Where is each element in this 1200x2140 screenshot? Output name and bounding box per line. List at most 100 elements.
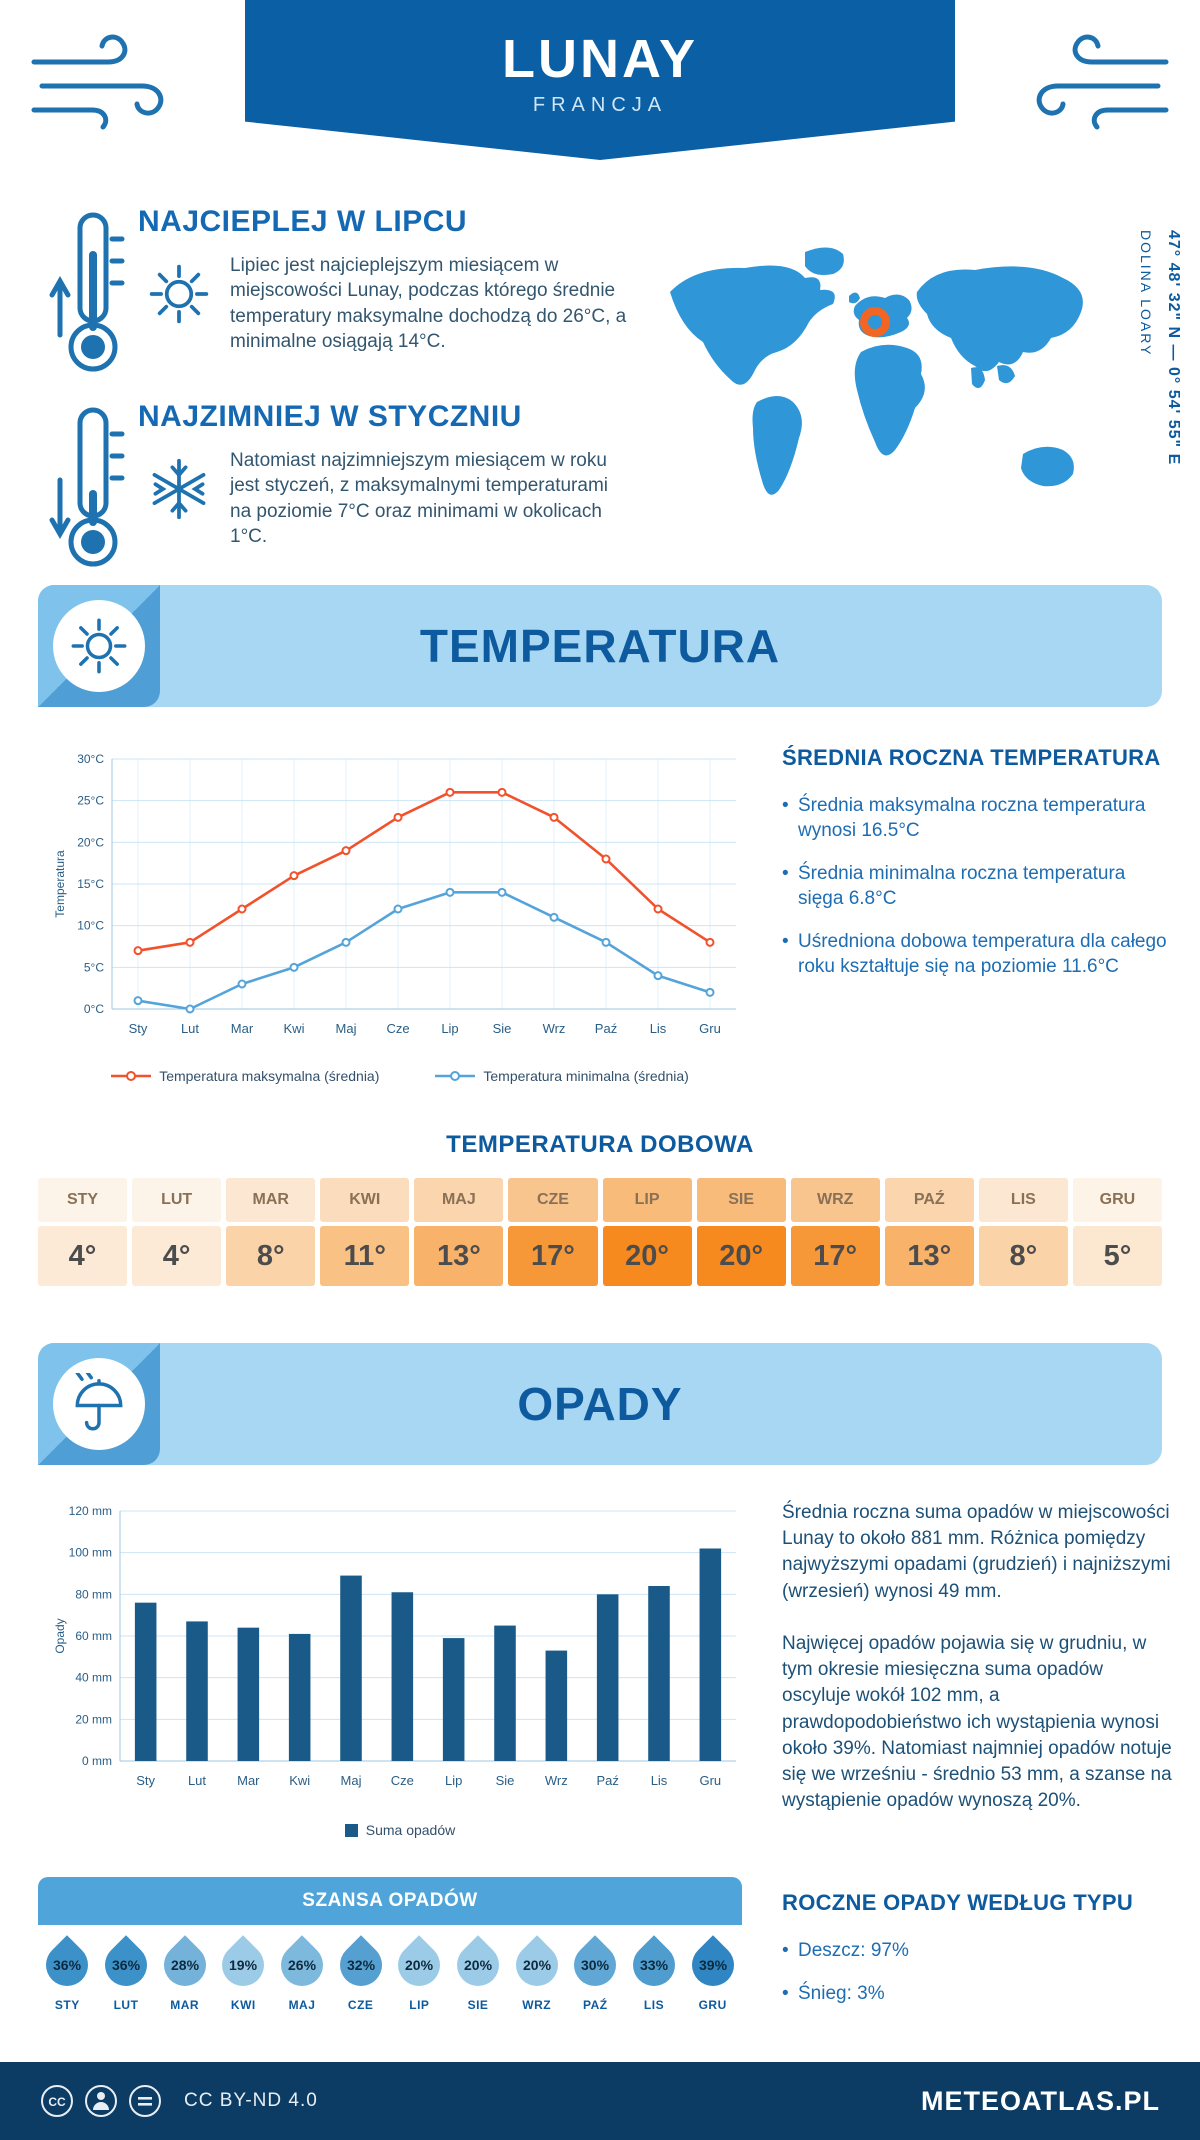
daily-temp-value: 8°: [978, 1226, 1068, 1286]
svg-text:Lip: Lip: [441, 1021, 458, 1036]
precip-paragraph-1: Średnia roczna suma opadów w miejscowośc…: [782, 1502, 1171, 1602]
daily-temp-value: 17°: [790, 1226, 880, 1286]
chance-drop-cell: 20% SIE: [448, 1935, 508, 2012]
chance-drop-cell: 19% KWI: [213, 1935, 274, 2012]
svg-text:30°C: 30°C: [77, 752, 104, 766]
chance-value: 36%: [53, 1957, 82, 1973]
sun-icon: [53, 600, 145, 692]
svg-text:20°C: 20°C: [77, 835, 104, 849]
chance-value: 20%: [463, 1957, 492, 1973]
daily-temp-column: GRU 5°: [1072, 1178, 1162, 1286]
daily-temp-column: LIS 8°: [978, 1178, 1068, 1286]
svg-text:Lip: Lip: [445, 1773, 462, 1788]
precipitation-summary: Średnia roczna suma opadów w miejscowośc…: [782, 1500, 1174, 1840]
water-drop-icon: 39%: [682, 1935, 743, 1995]
water-drop-icon: 30%: [565, 1935, 626, 1995]
chance-value: 19%: [229, 1957, 258, 1973]
chance-value: 33%: [639, 1957, 668, 1973]
water-drop-icon: 20%: [389, 1935, 450, 1995]
daily-temp-column: LUT 4°: [132, 1178, 222, 1286]
daily-temp-table: STY 4° LUT 4° MAR 8° KWI 11° MAJ 13° CZE 17° LIP 20° S…: [38, 1178, 1162, 1286]
legend-min-label: Temperatura minimalna (średnia): [483, 1068, 689, 1084]
wind-icon: [1018, 22, 1178, 137]
daily-temp-value: 11°: [320, 1226, 410, 1286]
header-banner: LUNAY FRANCJA: [245, 0, 955, 160]
svg-text:Lis: Lis: [651, 1773, 668, 1788]
water-drop-icon: 36%: [37, 1935, 98, 1995]
daily-temp-value: 17°: [508, 1226, 598, 1286]
svg-text:Paź: Paź: [595, 1021, 617, 1036]
water-drop-icon: 33%: [624, 1935, 684, 1995]
svg-text:60 mm: 60 mm: [75, 1629, 112, 1643]
precip-type-summary: ROCZNE OPADY WEDŁUG TYPU Deszcz: 97% Śni…: [782, 1890, 1174, 2024]
svg-text:25°C: 25°C: [77, 794, 104, 808]
svg-text:Cze: Cze: [386, 1021, 409, 1036]
snowflake-icon: [146, 456, 212, 522]
svg-text:5°C: 5°C: [84, 960, 104, 974]
thermometer-warm-icon: [48, 207, 128, 385]
chance-value: 20%: [522, 1957, 551, 1973]
chance-month-label: PAŹ: [583, 1998, 608, 2012]
chance-value: 20%: [405, 1957, 434, 1973]
chance-month-label: LIP: [409, 1998, 430, 2012]
precipitation-chart-legend: Suma opadów: [50, 1822, 750, 1838]
svg-text:Wrz: Wrz: [543, 1021, 566, 1036]
svg-text:120 mm: 120 mm: [69, 1504, 112, 1518]
svg-text:100 mm: 100 mm: [69, 1546, 112, 1560]
svg-text:Maj: Maj: [336, 1021, 357, 1036]
daily-temp-column: STY 4°: [38, 1178, 128, 1286]
umbrella-icon: [53, 1358, 145, 1450]
svg-text:0 mm: 0 mm: [82, 1754, 112, 1768]
daily-temperature-title: TEMPERATURA DOBOWA: [446, 1131, 754, 1158]
coldest-heading: NAJZIMNIEJ W STYCZNIU: [138, 400, 522, 433]
svg-text:Lis: Lis: [650, 1021, 667, 1036]
legend-item-min: Temperatura minimalna (średnia): [435, 1068, 689, 1084]
svg-text:10°C: 10°C: [77, 919, 104, 933]
daily-temp-value: 5°: [1072, 1226, 1162, 1286]
svg-text:0°C: 0°C: [84, 1002, 104, 1016]
temperature-banner-icon-block: [38, 585, 160, 707]
daily-month-label: LUT: [132, 1178, 222, 1222]
footer: CC CC BY-ND 4.0 METEOATLAS.PL: [0, 2062, 1200, 2140]
daily-month-label: MAR: [226, 1178, 316, 1222]
daily-month-label: PAŹ: [884, 1178, 974, 1222]
svg-text:CC: CC: [48, 2095, 66, 2109]
license-block: CC CC BY-ND 4.0: [40, 2084, 318, 2118]
water-drop-icon: 20%: [448, 1935, 508, 1995]
summary-bullet: Uśredniona dobowa temperatura dla całego…: [782, 929, 1174, 979]
daily-month-label: CZE: [508, 1178, 598, 1222]
legend-item-precip: Suma opadów: [344, 1822, 455, 1838]
cc-license-icon: CC: [40, 2084, 74, 2118]
precip-type-bullet: Śnieg: 3%: [782, 1981, 1174, 2006]
daily-temp-value: 20°: [602, 1226, 692, 1286]
precipitation-bar-chart: 0 mm 20 mm 40 mm 60 mm 80 mm 100 mm 120 mm Sty L…: [53, 1504, 736, 1788]
coldest-text: Natomiast najzimniejszym miesiącem w rok…: [230, 450, 608, 547]
svg-text:Mar: Mar: [237, 1773, 260, 1788]
chance-month-label: LIS: [643, 1998, 665, 2012]
precip-legend-symbol: [344, 1823, 358, 1837]
daily-month-label: MAJ: [414, 1178, 504, 1222]
svg-text:Sie: Sie: [496, 1773, 515, 1788]
daily-temp-value: 13°: [884, 1226, 974, 1286]
location-marker: [860, 307, 890, 337]
svg-text:Maj: Maj: [341, 1773, 362, 1788]
daily-temp-value: 20°: [696, 1226, 786, 1286]
map-region-label: DOLINA LOARY: [1138, 230, 1154, 357]
precip-type-bullets: Deszcz: 97% Śnieg: 3%: [782, 1938, 1174, 2006]
daily-temp-column: KWI 11°: [320, 1178, 410, 1286]
legend-item-max: Temperatura maksymalna (średnia): [111, 1068, 379, 1084]
svg-text:40 mm: 40 mm: [75, 1671, 112, 1685]
daily-temp-column: MAJ 13°: [414, 1178, 504, 1286]
chance-drop-cell: 33% LIS: [624, 1935, 684, 2012]
chance-month-label: GRU: [698, 1998, 727, 2012]
water-drop-icon: 36%: [96, 1935, 156, 1995]
page-subtitle: FRANCJA: [532, 94, 668, 116]
no-derivatives-icon: [128, 2084, 162, 2118]
chance-banner: SZANSA OPADÓW: [38, 1877, 742, 1925]
sun-icon: [146, 261, 212, 327]
chance-month-label: MAR: [170, 1998, 200, 2012]
svg-text:Lut: Lut: [188, 1773, 206, 1788]
daily-temp-value: 4°: [38, 1226, 128, 1286]
svg-text:20 mm: 20 mm: [75, 1712, 112, 1726]
